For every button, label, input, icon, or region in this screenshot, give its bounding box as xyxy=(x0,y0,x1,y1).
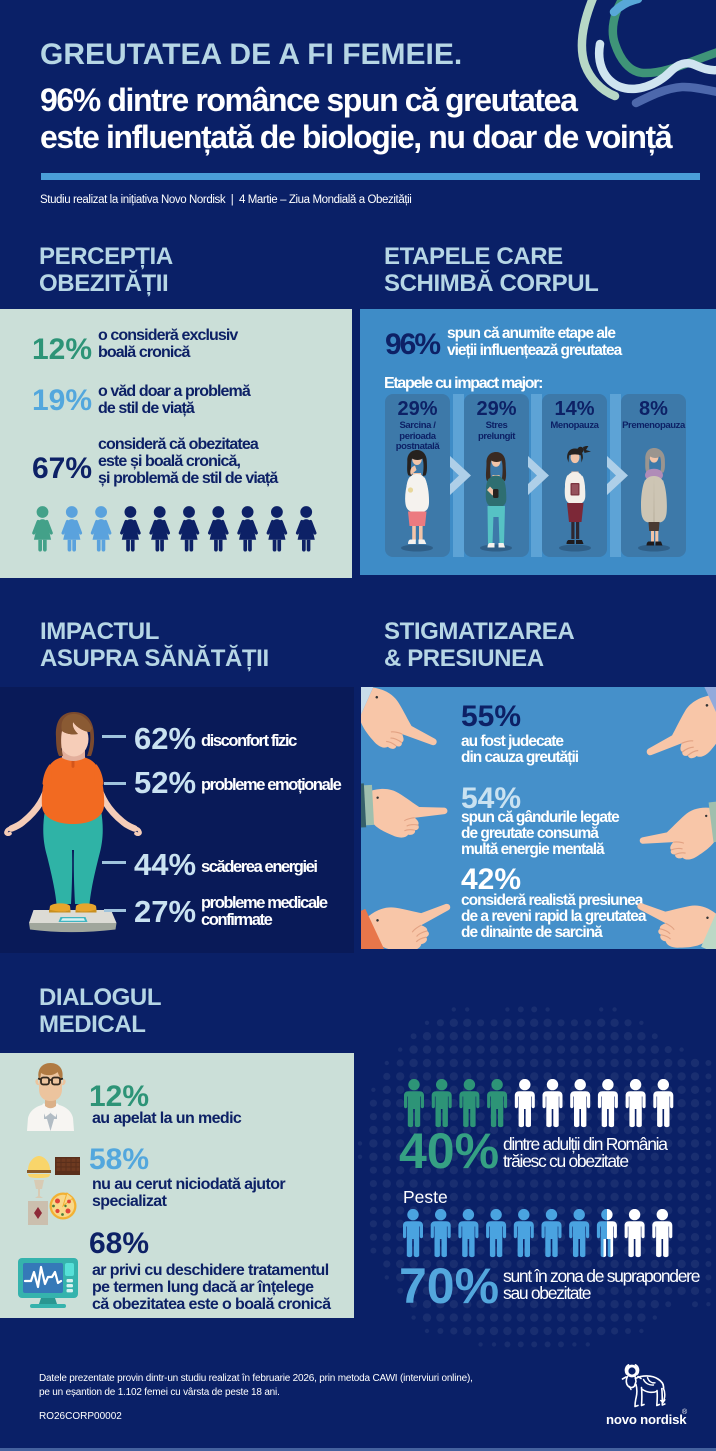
svg-text:novo nordisk: novo nordisk xyxy=(606,1412,687,1427)
svg-text:®: ® xyxy=(682,1408,688,1416)
